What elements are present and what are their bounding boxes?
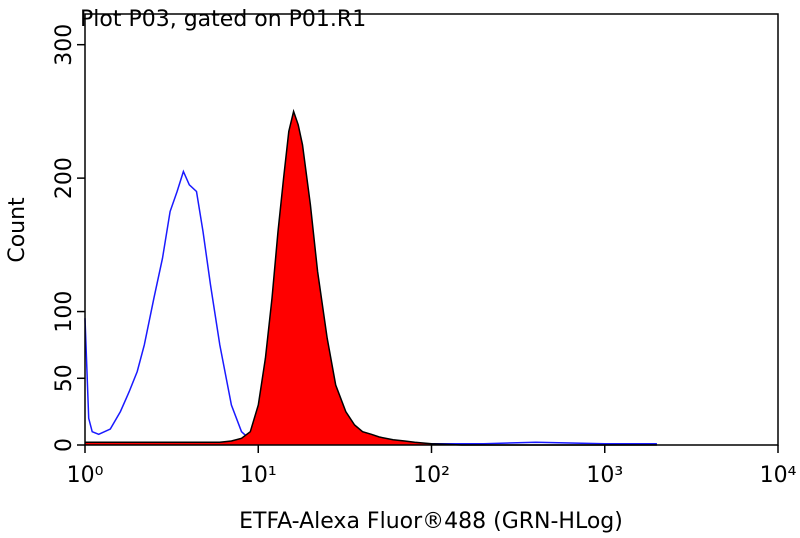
y-tick-label: 100 <box>52 291 77 333</box>
x-tick-label: 10³ <box>586 463 623 488</box>
line <box>84 169 657 445</box>
y-tick-label: 200 <box>52 157 77 199</box>
x-tick-label: 10⁴ <box>760 463 797 488</box>
x-tick-label: 10¹ <box>240 463 277 488</box>
y-tick-label: 50 <box>52 364 77 392</box>
y-tick-label: 0 <box>52 438 77 452</box>
x-tick-label: 10⁰ <box>67 463 104 488</box>
x-axis-label: ETFA-Alexa Fluor®488 (GRN-HLog) <box>239 509 623 534</box>
area-outline <box>85 108 657 446</box>
x-tick-label: 10² <box>413 463 450 488</box>
plot-frame <box>84 13 779 446</box>
y-tick-label: 300 <box>52 24 77 66</box>
y-axis-label: Count <box>5 197 30 263</box>
chart-title: Plot P03, gated on P01.R1 <box>80 7 366 32</box>
area <box>85 111 657 446</box>
